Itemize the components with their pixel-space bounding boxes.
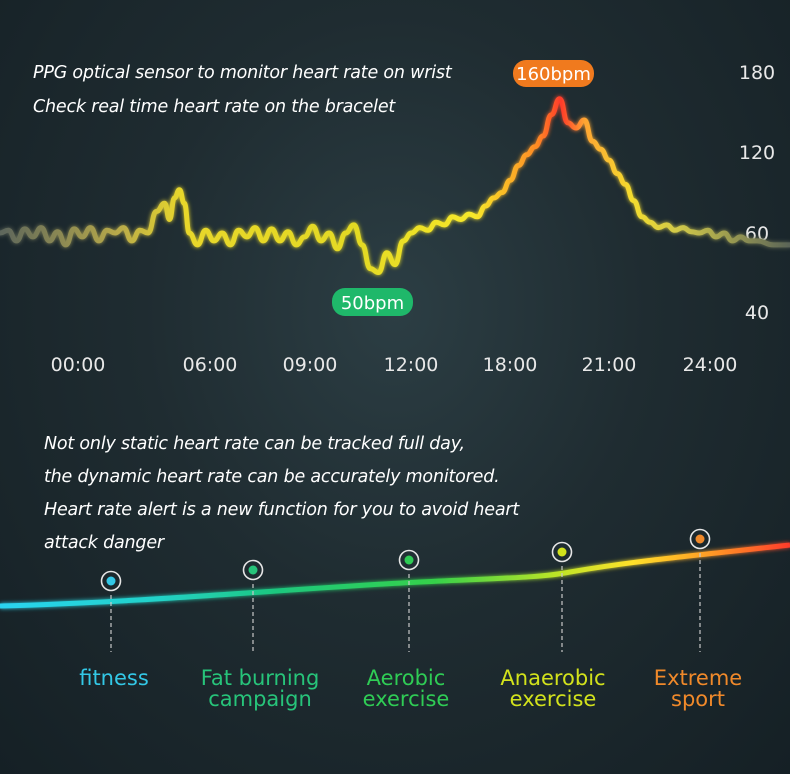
x-tick-label: 12:00: [384, 354, 439, 376]
zone-marker-ring: [689, 528, 711, 550]
zone-label-line: fitness: [79, 666, 149, 690]
zone-marker: [242, 559, 264, 652]
zone-marker-ring: [100, 570, 122, 592]
zone-marker-dot: [695, 534, 705, 544]
zone-marker-ring: [551, 541, 573, 563]
x-tick-label: 24:00: [683, 354, 738, 376]
zone-label: fitness: [79, 668, 149, 689]
middle-caption-line: attack danger: [44, 533, 164, 553]
x-tick-label: 18:00: [483, 354, 538, 376]
zone-marker-dot: [106, 576, 116, 586]
middle-caption-line: the dynamic heart rate can be accurately…: [44, 467, 500, 487]
x-tick-label: 00:00: [51, 354, 106, 376]
zone-marker-ring: [242, 559, 264, 581]
min-badge-label: 50bpm: [341, 293, 404, 314]
zone-label-line: Anaerobic: [500, 666, 606, 690]
heart-rate-series-line: [0, 96, 790, 275]
middle-caption-line: Heart rate alert is a new function for y…: [44, 500, 519, 520]
middle-caption-line: Not only static heart rate can be tracke…: [44, 434, 465, 454]
zone-marker: [100, 570, 122, 652]
top-caption-line: PPG optical sensor to monitor heart rate…: [33, 63, 452, 83]
zone-markers: [100, 528, 711, 652]
zone-label-line: exercise: [509, 687, 597, 711]
x-tick-label: 09:00: [283, 354, 338, 376]
x-tick-label: 21:00: [582, 354, 637, 376]
x-tick-label: 06:00: [183, 354, 238, 376]
max-heart-rate-badge: 160bpm: [513, 60, 594, 87]
zone-marker-ring: [398, 549, 420, 571]
min-badge-background: [332, 288, 413, 316]
max-badge-label: 160bpm: [516, 64, 591, 85]
max-badge-background: [513, 60, 594, 87]
top-caption: PPG optical sensor to monitor heart rate…: [33, 56, 452, 124]
top-caption-line: Check real time heart rate on the bracel…: [33, 97, 396, 117]
zone-marker: [398, 549, 420, 652]
zone-marker-dot: [557, 547, 567, 557]
intensity-curve: [0, 542, 790, 609]
zone-label-line: Extreme: [653, 666, 743, 690]
zone-label-line: campaign: [208, 687, 312, 711]
zone-label: Aerobic exercise: [363, 668, 450, 710]
y-tick-label: 180: [739, 62, 775, 84]
zone-label-line: sport: [671, 687, 725, 711]
zone-label: Fat burning campaign: [201, 668, 320, 710]
zone-label-line: Fat burning: [200, 666, 320, 690]
y-tick-label: 120: [739, 142, 775, 164]
zone-label-line: exercise: [362, 687, 450, 711]
zone-marker: [689, 528, 711, 652]
middle-caption: Not only static heart rate can be tracke…: [44, 428, 519, 560]
y-tick-label: 40: [745, 302, 769, 324]
zone-marker: [551, 541, 573, 652]
min-heart-rate-badge: 50bpm: [332, 288, 413, 316]
zone-label: Extreme sport: [654, 668, 742, 710]
zone-marker-dot: [404, 555, 414, 565]
zone-label: Anaerobic exercise: [500, 668, 605, 710]
zone-marker-dot: [248, 565, 258, 575]
x-axis-ticks: 00:00 06:00 09:00 12:00 18:00 21:00 24:00: [51, 354, 738, 376]
zone-label-line: Aerobic: [366, 666, 446, 690]
